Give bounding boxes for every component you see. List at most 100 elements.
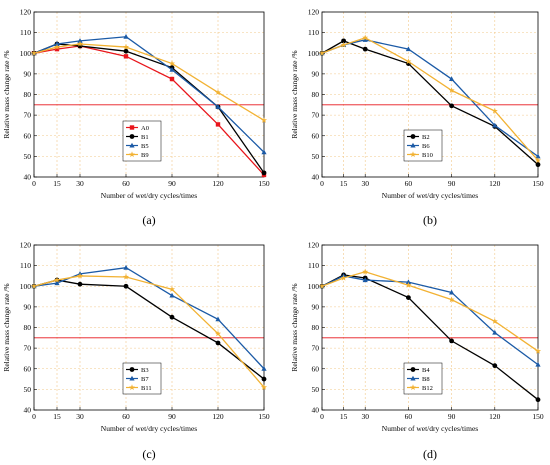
data-point bbox=[260, 117, 268, 123]
y-tick-label: 60 bbox=[24, 364, 32, 373]
x-tick-label: 0 bbox=[320, 412, 324, 421]
x-tick-label: 60 bbox=[122, 179, 130, 188]
legend-marker bbox=[410, 375, 416, 381]
legend-label: B8 bbox=[422, 376, 430, 383]
data-point bbox=[53, 276, 61, 283]
y-tick-label: 60 bbox=[312, 131, 320, 140]
data-point bbox=[215, 122, 221, 127]
chart-panel-1: 0 15 30 60 90 120 150 40 50 60 70 80 90 100 110 120 Numb… bbox=[2, 8, 270, 227]
x-tick-label: 60 bbox=[405, 179, 413, 188]
data-point bbox=[362, 277, 368, 283]
x-tick-label: 150 bbox=[532, 179, 544, 188]
data-point bbox=[260, 384, 268, 390]
panel-label: (a) bbox=[142, 213, 155, 227]
x-tick-label: 15 bbox=[340, 412, 348, 421]
y-tick-label: 80 bbox=[312, 90, 320, 99]
data-point bbox=[261, 149, 267, 155]
data-point bbox=[76, 272, 84, 279]
x-tick-label: 150 bbox=[258, 412, 270, 421]
legend-label: B11 bbox=[141, 385, 152, 392]
series-line bbox=[321, 271, 539, 352]
y-tick-label: 70 bbox=[24, 344, 32, 353]
legend-marker bbox=[129, 125, 135, 130]
data-point bbox=[169, 314, 175, 320]
series-B11 bbox=[30, 272, 268, 390]
data-point bbox=[534, 157, 542, 164]
legend-marker bbox=[410, 367, 416, 372]
y-tick-label: 70 bbox=[312, 344, 320, 353]
y-tick-label: 100 bbox=[20, 49, 32, 58]
y-tick-label: 120 bbox=[308, 8, 320, 17]
legend-label: B4 bbox=[422, 367, 430, 374]
data-point bbox=[261, 376, 267, 382]
y-tick-label: 110 bbox=[308, 261, 319, 270]
x-tick-label: 0 bbox=[32, 412, 36, 421]
data-point bbox=[491, 107, 498, 114]
data-point bbox=[405, 279, 411, 285]
legend-marker bbox=[409, 151, 417, 158]
data-point bbox=[449, 76, 455, 82]
y-tick-label: 40 bbox=[312, 406, 320, 415]
panel-label: (b) bbox=[423, 213, 437, 227]
x-tick-label: 30 bbox=[76, 179, 84, 188]
data-point bbox=[492, 329, 498, 335]
data-point bbox=[123, 54, 129, 59]
series-B12 bbox=[318, 268, 542, 354]
y-tick-label: 90 bbox=[24, 302, 32, 311]
y-tick-label: 120 bbox=[308, 241, 320, 250]
chart-panel-3: 0 15 30 60 90 120 150 40 50 60 70 80 90 100 110 120 Numb… bbox=[2, 241, 270, 461]
data-point bbox=[449, 103, 454, 109]
y-tick-label: 100 bbox=[20, 282, 32, 291]
y-tick-label: 90 bbox=[312, 69, 320, 78]
legend-marker bbox=[410, 134, 416, 139]
legend-label: B7 bbox=[141, 376, 149, 383]
data-point bbox=[492, 122, 498, 128]
chart-panel-2: 0 15 30 60 90 120 150 40 50 60 70 80 90 100 110 120 Numb… bbox=[290, 8, 544, 227]
y-tick-label: 50 bbox=[24, 152, 32, 161]
data-point bbox=[318, 50, 326, 56]
data-point bbox=[340, 41, 347, 48]
data-point bbox=[261, 365, 267, 371]
y-tick-label: 90 bbox=[24, 69, 32, 78]
data-point bbox=[406, 295, 411, 300]
y-tick-label: 100 bbox=[308, 282, 320, 291]
data-point bbox=[215, 316, 221, 322]
data-point bbox=[214, 89, 222, 96]
data-point bbox=[54, 280, 60, 286]
data-point bbox=[77, 38, 83, 43]
data-point bbox=[405, 58, 412, 65]
data-point bbox=[534, 348, 542, 354]
legend: B2 B6 B10 bbox=[403, 129, 443, 162]
data-point bbox=[54, 41, 60, 46]
data-point bbox=[54, 46, 60, 52]
y-tick-label: 80 bbox=[312, 323, 320, 332]
series-B10 bbox=[318, 34, 542, 164]
data-point bbox=[169, 76, 175, 82]
y-axis-label: Relative mass change rate /% bbox=[290, 283, 299, 371]
y-tick-label: 100 bbox=[308, 49, 320, 58]
data-point bbox=[53, 43, 61, 50]
data-point bbox=[362, 268, 369, 275]
y-tick-label: 50 bbox=[24, 385, 32, 394]
legend-marker bbox=[129, 375, 135, 381]
data-point bbox=[30, 50, 38, 56]
data-point bbox=[449, 289, 455, 295]
data-point bbox=[122, 273, 130, 280]
x-tick-label: 60 bbox=[405, 412, 413, 421]
data-point bbox=[491, 318, 498, 324]
y-tick-label: 120 bbox=[20, 241, 32, 250]
x-tick-label: 30 bbox=[361, 179, 369, 188]
data-point bbox=[123, 283, 129, 289]
x-axis-label: Number of wet/dry cycles/times bbox=[101, 424, 198, 433]
y-axis-label: Relative mass change rate /% bbox=[290, 50, 299, 138]
panel-label: (d) bbox=[423, 447, 437, 461]
x-tick-label: 0 bbox=[320, 179, 324, 188]
y-tick-label: 70 bbox=[312, 111, 320, 120]
y-tick-label: 90 bbox=[312, 302, 320, 311]
x-tick-label: 90 bbox=[448, 179, 456, 188]
data-point bbox=[215, 340, 221, 346]
data-point bbox=[448, 87, 455, 93]
legend-label: B3 bbox=[141, 367, 149, 374]
data-point bbox=[448, 296, 455, 303]
legend-label: B12 bbox=[422, 385, 433, 392]
